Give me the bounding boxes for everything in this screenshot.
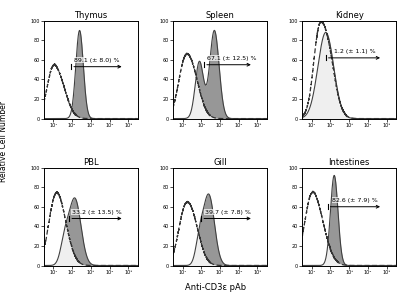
Title: Spleen: Spleen [206, 11, 234, 20]
Text: 1.2 (± 1.1) %: 1.2 (± 1.1) % [334, 49, 376, 54]
Text: 39.7 (± 7.8) %: 39.7 (± 7.8) % [205, 209, 251, 214]
Text: 82.6 (± 7.9) %: 82.6 (± 7.9) % [332, 198, 378, 203]
Text: 33.2 (± 13.5) %: 33.2 (± 13.5) % [72, 209, 122, 214]
Text: 89.1 (± 8.0) %: 89.1 (± 8.0) % [74, 58, 120, 63]
Title: Kidney: Kidney [335, 11, 364, 20]
Title: Intestines: Intestines [328, 158, 370, 167]
Text: Anti-CD3ε pAb: Anti-CD3ε pAb [186, 283, 246, 292]
Title: PBL: PBL [83, 158, 99, 167]
Text: Relative Cell Number: Relative Cell Number [0, 101, 8, 182]
Title: Gill: Gill [213, 158, 227, 167]
Title: Thymus: Thymus [74, 11, 108, 20]
Text: 67.1 (± 12.5) %: 67.1 (± 12.5) % [207, 56, 256, 61]
